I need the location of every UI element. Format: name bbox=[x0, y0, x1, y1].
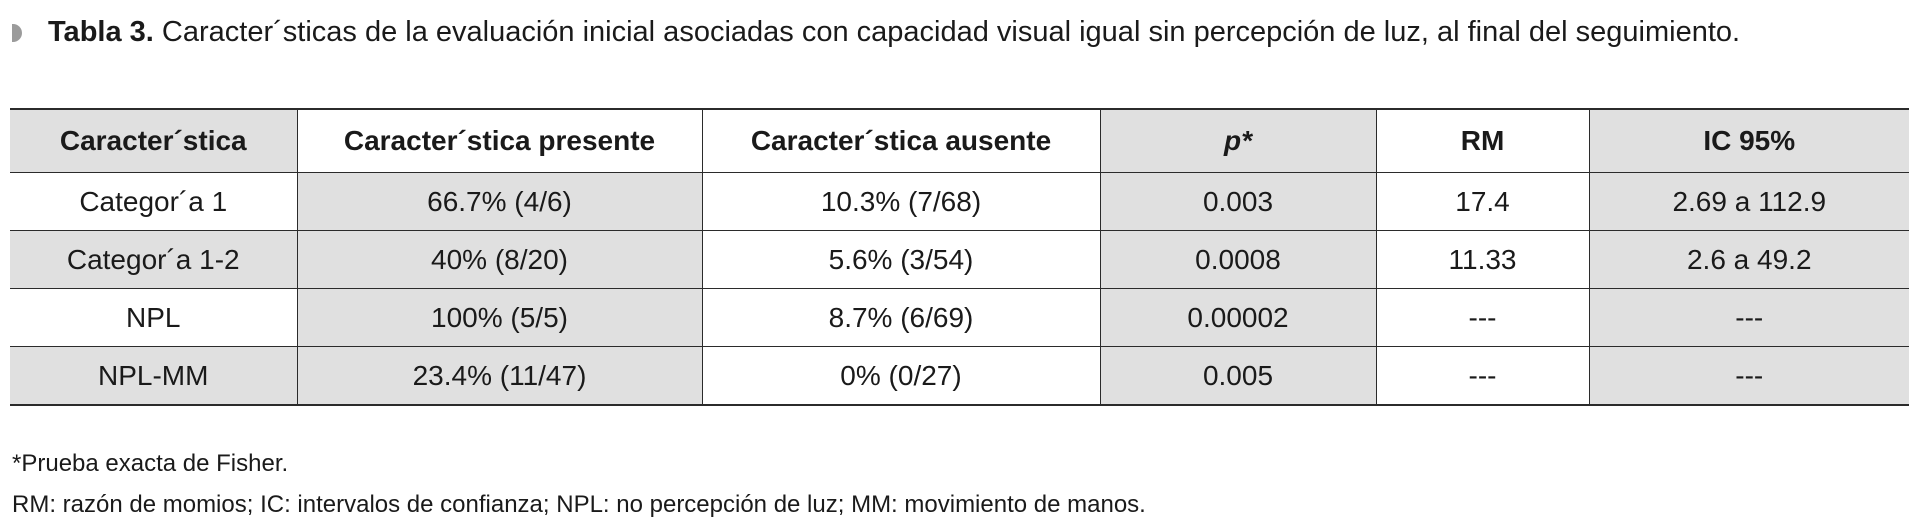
cell-presente: 40% (8/20) bbox=[296, 230, 703, 289]
cell-p-value: 0.0008 bbox=[1099, 230, 1377, 289]
cell-p-value: 0.00002 bbox=[1099, 288, 1377, 347]
characteristics-table: Caracter´stica Caracter´stica presente C… bbox=[10, 108, 1909, 406]
cell-rm: 17.4 bbox=[1375, 172, 1590, 231]
table-row: Categor´a 1 66.7% (4/6) 10.3% (7/68) 0.0… bbox=[10, 172, 1909, 231]
table-row: NPL-MM 23.4% (11/47) 0% (0/27) 0.005 ---… bbox=[10, 346, 1909, 406]
header-p-value: p* bbox=[1099, 108, 1377, 173]
cell-presente: 66.7% (4/6) bbox=[296, 172, 703, 231]
cell-ic95: 2.6 a 49.2 bbox=[1588, 230, 1909, 289]
table-row: NPL 100% (5/5) 8.7% (6/69) 0.00002 --- -… bbox=[10, 288, 1909, 347]
cell-caracteristica: NPL-MM bbox=[10, 346, 298, 406]
cell-rm: --- bbox=[1375, 346, 1590, 406]
cell-p-value: 0.005 bbox=[1099, 346, 1377, 406]
table-row: Categor´a 1-2 40% (8/20) 5.6% (3/54) 0.0… bbox=[10, 230, 1909, 289]
cell-caracteristica: Categor´a 1-2 bbox=[10, 230, 298, 289]
table-header-row: Caracter´stica Caracter´stica presente C… bbox=[10, 108, 1909, 173]
table-caption: Tabla 3. Caracter´sticas de la evaluació… bbox=[12, 14, 1740, 50]
cell-ic95: --- bbox=[1588, 346, 1909, 406]
bullet-icon bbox=[12, 24, 22, 42]
cell-presente: 23.4% (11/47) bbox=[296, 346, 703, 406]
cell-presente: 100% (5/5) bbox=[296, 288, 703, 347]
caption-label: Tabla 3. bbox=[48, 16, 154, 48]
cell-ausente: 10.3% (7/68) bbox=[701, 172, 1101, 231]
cell-p-value: 0.003 bbox=[1099, 172, 1377, 231]
footnote-fisher: *Prueba exacta de Fisher. bbox=[12, 450, 289, 477]
footnote-abbreviations: RM: razón de momios; IC: intervalos de c… bbox=[12, 491, 1146, 518]
header-presente: Caracter´stica presente bbox=[296, 108, 703, 173]
header-ausente: Caracter´stica ausente bbox=[701, 108, 1101, 173]
header-ic95: IC 95% bbox=[1588, 108, 1909, 173]
header-caracteristica: Caracter´stica bbox=[10, 108, 298, 173]
cell-rm: 11.33 bbox=[1375, 230, 1590, 289]
cell-ausente: 0% (0/27) bbox=[701, 346, 1101, 406]
cell-caracteristica: Categor´a 1 bbox=[10, 172, 298, 231]
cell-ausente: 5.6% (3/54) bbox=[701, 230, 1101, 289]
cell-ic95: --- bbox=[1588, 288, 1909, 347]
cell-caracteristica: NPL bbox=[10, 288, 298, 347]
header-rm: RM bbox=[1375, 108, 1590, 173]
cell-ic95: 2.69 a 112.9 bbox=[1588, 172, 1909, 231]
cell-ausente: 8.7% (6/69) bbox=[701, 288, 1101, 347]
caption-text: Caracter´sticas de la evaluación inicial… bbox=[153, 16, 1741, 48]
cell-rm: --- bbox=[1375, 288, 1590, 347]
